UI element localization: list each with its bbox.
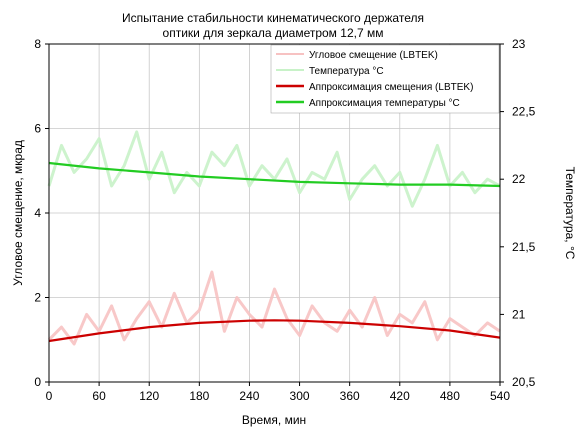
y-left-tick-label: 8	[34, 37, 41, 51]
displacement-raw-line	[47, 270, 501, 346]
displacement-fit-line	[48, 319, 501, 343]
y-left-tick-label: 6	[34, 122, 41, 136]
x-axis-label: Время, мин	[242, 413, 306, 427]
y-left-tick-label: 0	[34, 375, 41, 389]
y-right-tick-label: 22	[512, 172, 526, 186]
x-tick-label: 420	[390, 389, 410, 403]
y-right-tick-label: 21,5	[512, 240, 536, 254]
legend-label: Аппроксимация смещения (LBTEK)	[309, 82, 473, 93]
chart-title-line-1: Испытание стабильности кинематического д…	[122, 11, 424, 25]
temperature-fit-line	[48, 161, 501, 188]
x-tick-label: 360	[340, 389, 360, 403]
x-tick-label: 120	[139, 389, 159, 403]
y-right-tick-label: 23	[512, 37, 526, 51]
y-left-tick-label: 4	[34, 206, 41, 220]
axes: 0 60 120 180 240 300 360 420 480 540 0 2 4 6 8 20,5 21 21…	[34, 37, 535, 403]
y-right-tick-label: 21	[512, 307, 526, 321]
y-right-tick-label: 22,5	[512, 105, 536, 119]
series-layer	[47, 130, 501, 346]
legend-label: Аппроксимация температуры °C	[309, 98, 460, 109]
x-tick-label: 60	[92, 389, 106, 403]
x-tick-label: 180	[189, 389, 209, 403]
chart-title-line-2: оптики для зеркала диаметром 12,7 мм	[163, 26, 384, 40]
y-left-tick-label: 2	[34, 291, 41, 305]
x-tick-label: 240	[239, 389, 259, 403]
x-tick-label: 540	[490, 389, 510, 403]
legend: Угловое смещение (LBTEK) Температура °C Ап…	[270, 44, 500, 114]
x-tick-label: 480	[440, 389, 460, 403]
y-right-tick-label: 20,5	[512, 375, 536, 389]
legend-box	[270, 44, 500, 114]
temperature-raw-line	[47, 130, 501, 208]
x-tick-label: 300	[290, 389, 310, 403]
y-axis-label-left: Угловое смещение, мкрад	[11, 140, 25, 286]
x-tick-label: 0	[46, 389, 53, 403]
y-axis-label-right: Температура, °C	[563, 167, 577, 260]
legend-label: Температура °C	[309, 66, 384, 77]
legend-label: Угловое смещение (LBTEK)	[309, 50, 438, 61]
